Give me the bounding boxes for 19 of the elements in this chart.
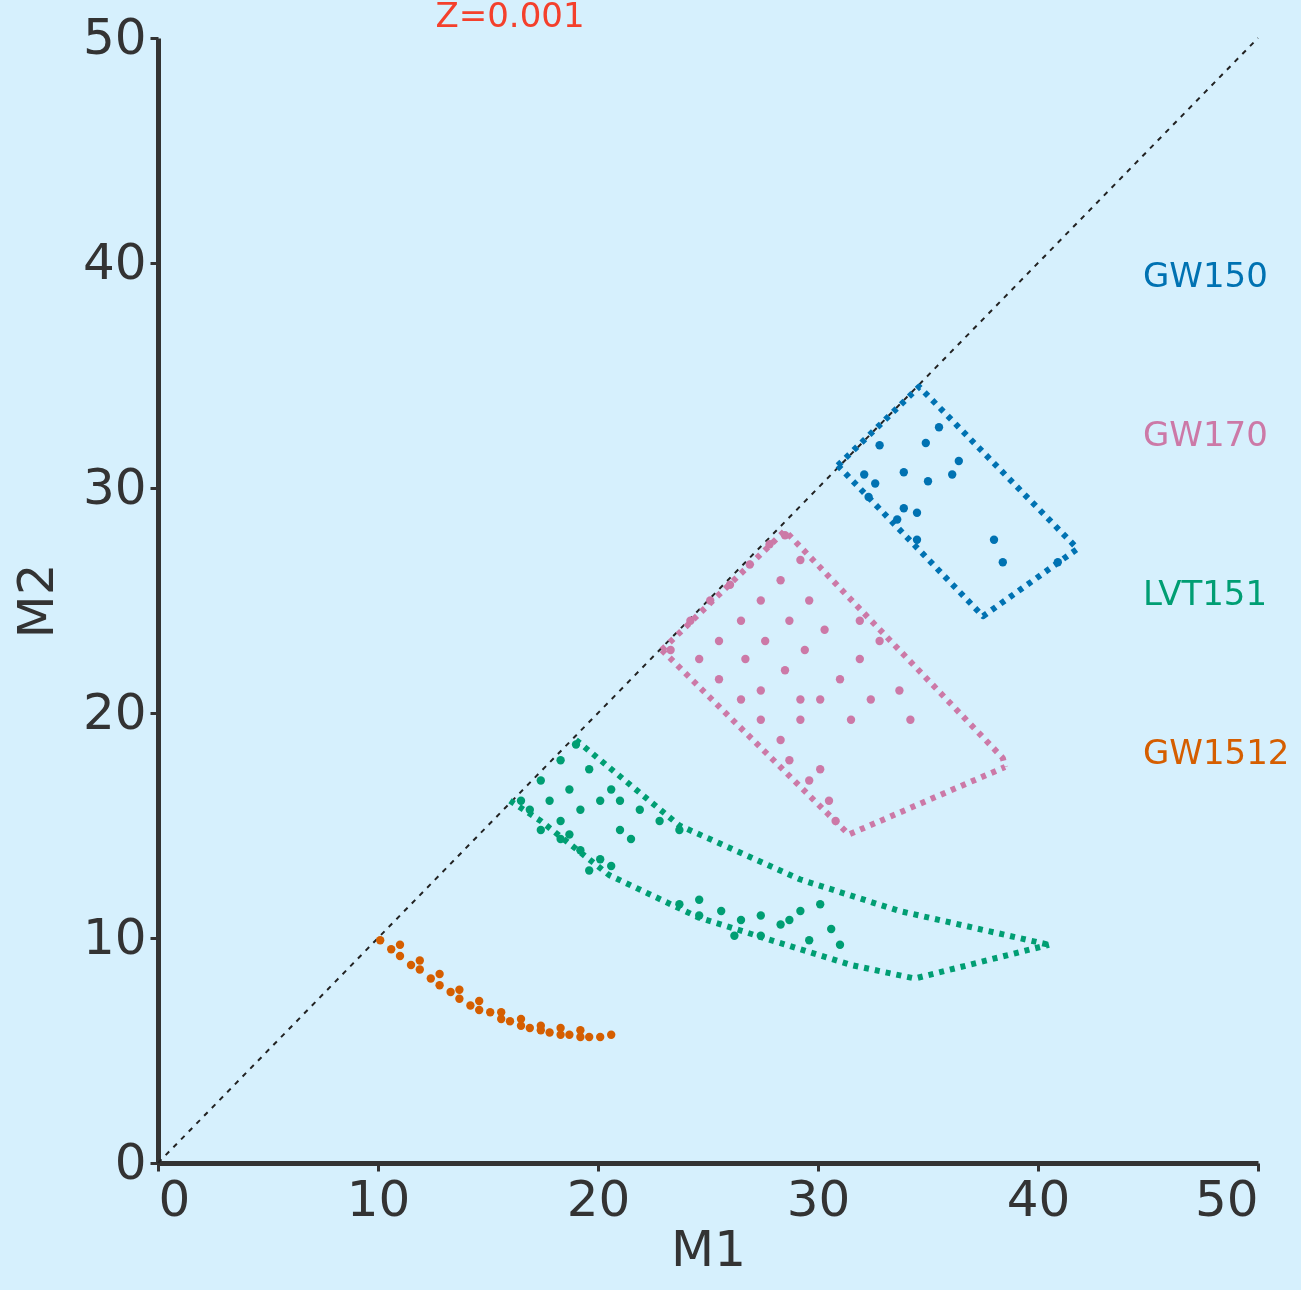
x-axis-title: M1 (671, 1219, 746, 1278)
chart-title: Z=0.001 (435, 0, 585, 35)
x-tick-label: 50 (1194, 1169, 1259, 1228)
text: GW150 (1143, 255, 1268, 295)
x-tick-label: 20 (566, 1169, 631, 1228)
y-tick-label: 40 (82, 232, 147, 291)
text: GW170 (1143, 414, 1268, 454)
text: GW1512 (1143, 732, 1290, 772)
x-tick-label: 10 (346, 1169, 411, 1228)
y-tick-label: 0 (114, 1132, 147, 1191)
y-tick-label: 50 (82, 7, 147, 66)
x-tick-label: 30 (786, 1169, 851, 1228)
y-axis-title: M2 (6, 563, 65, 639)
y-tick-label: 10 (82, 907, 147, 966)
text: LVT151 (1143, 573, 1268, 613)
y-tick-label: 20 (82, 682, 147, 741)
y-tick-label: 30 (82, 457, 147, 516)
x-tick-label: 0 (158, 1169, 191, 1228)
x-tick-label: 40 (1006, 1169, 1071, 1228)
